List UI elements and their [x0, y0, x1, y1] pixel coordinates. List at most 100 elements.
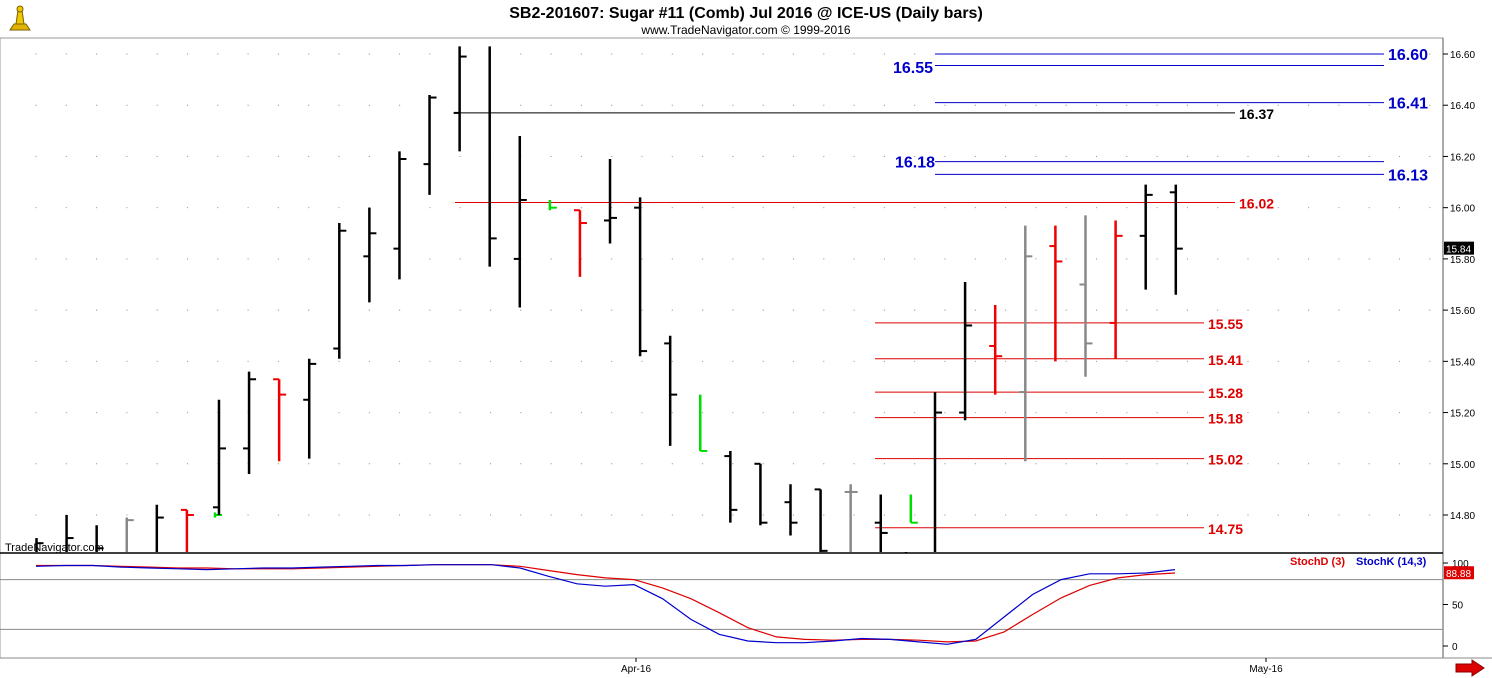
grid-dot: [1186, 309, 1188, 311]
grid-dot: [1035, 411, 1037, 414]
grid-dot: [1247, 155, 1249, 158]
grid-dot: [974, 155, 976, 158]
grid-dot: [126, 53, 128, 55]
grid-dot: [277, 104, 279, 106]
grid-dot: [1308, 155, 1310, 158]
grid-dot: [823, 411, 825, 414]
grid-dot: [944, 514, 946, 516]
grid-dot: [1126, 104, 1128, 106]
grid-dot: [702, 207, 704, 209]
grid-dot: [96, 53, 98, 55]
grid-dot: [1186, 360, 1188, 362]
grid-dot: [1126, 155, 1128, 158]
grid-dot: [671, 411, 673, 414]
grid-dot: [96, 155, 98, 158]
grid-dot: [35, 53, 37, 55]
grid-dots: [35, 53, 1431, 516]
grid-dot: [732, 360, 734, 362]
grid-dot: [368, 309, 370, 311]
grid-dot: [762, 360, 764, 362]
grid-dot: [1247, 207, 1249, 209]
level-label-15-02: 15.02: [1208, 452, 1243, 468]
level-label-15-28: 15.28: [1208, 385, 1243, 401]
grid-dot: [1156, 463, 1158, 465]
grid-dot: [96, 207, 98, 209]
grid-dot: [1217, 258, 1219, 260]
grid-dot: [1126, 360, 1128, 362]
grid-dot: [974, 309, 976, 311]
grid-dot: [368, 463, 370, 465]
grid-dot: [1429, 360, 1431, 362]
grid-dot: [65, 309, 67, 311]
grid-dot: [126, 207, 128, 209]
grid-dot: [853, 207, 855, 209]
grid-dot: [1065, 309, 1067, 311]
grid-dot: [1277, 360, 1279, 362]
grid-dot: [792, 104, 795, 106]
grid-dot: [368, 155, 370, 158]
grid-dot: [580, 463, 583, 465]
ohlc-bars: [35, 46, 1183, 554]
grid-dot: [1095, 155, 1098, 158]
grid-dot: [702, 360, 704, 362]
scroll-right-arrow-icon[interactable]: [1455, 659, 1485, 677]
grid-dot: [611, 309, 613, 311]
grid-dot: [1398, 104, 1401, 106]
grid-dot: [1126, 411, 1128, 414]
grid-dot: [641, 411, 643, 414]
grid-dot: [338, 360, 340, 362]
grid-dot: [792, 207, 795, 209]
grid-dot: [823, 463, 825, 465]
grid-dot: [1277, 411, 1279, 414]
grid-dot: [550, 258, 552, 260]
price-tick-label: 16.60: [1450, 50, 1475, 61]
grid-dot: [1368, 104, 1370, 106]
grid-dot: [399, 360, 401, 362]
grid-dot: [65, 207, 67, 209]
grid-dot: [1065, 104, 1067, 106]
grid-dot: [277, 463, 279, 465]
grid-dot: [732, 411, 734, 414]
grid-dot: [65, 360, 67, 362]
grid-dot: [974, 463, 976, 465]
grid-dot: [792, 155, 795, 158]
grid-dot: [1035, 463, 1037, 465]
grid-dot: [1308, 514, 1310, 516]
last-price-label: 15.84: [1446, 245, 1471, 256]
grid-dot: [914, 258, 916, 260]
grid-dot: [914, 104, 916, 106]
grid-dot: [520, 411, 522, 414]
grid-dot: [1065, 463, 1067, 465]
grid-dot: [914, 514, 916, 516]
grid-dot: [35, 258, 37, 260]
price-tick-label: 16.40: [1450, 101, 1475, 112]
price-tick-label: 15.40: [1450, 357, 1475, 368]
grid-dot: [1186, 411, 1188, 414]
grid-dot: [883, 207, 886, 209]
grid-dot: [1429, 258, 1431, 260]
grid-dot: [550, 104, 552, 106]
grid-dot: [702, 53, 704, 55]
grid-dot: [308, 104, 310, 106]
chart-frame: [0, 37, 1444, 659]
grid-dot: [823, 207, 825, 209]
osc-tick-label: 0: [1452, 642, 1458, 653]
time-tick-label: Apr-16: [621, 664, 651, 675]
price-tick-label: 15.20: [1450, 409, 1475, 420]
grid-dot: [520, 53, 522, 55]
price-tick-label: 14.80: [1450, 511, 1475, 522]
grid-dot: [520, 309, 522, 311]
grid-dot: [156, 309, 158, 311]
grid-dot: [580, 207, 583, 209]
grid-dot: [35, 463, 37, 465]
grid-dot: [853, 258, 855, 260]
grid-dot: [702, 463, 704, 465]
osc-line-blue: [35, 564, 1176, 645]
grid-dot: [732, 104, 734, 106]
grid-dot: [96, 258, 98, 260]
grid-dot: [399, 53, 401, 55]
level-label-16-18: 16.18: [895, 155, 935, 172]
price-tick-label: 15.80: [1450, 255, 1475, 266]
grid-dot: [914, 155, 916, 158]
